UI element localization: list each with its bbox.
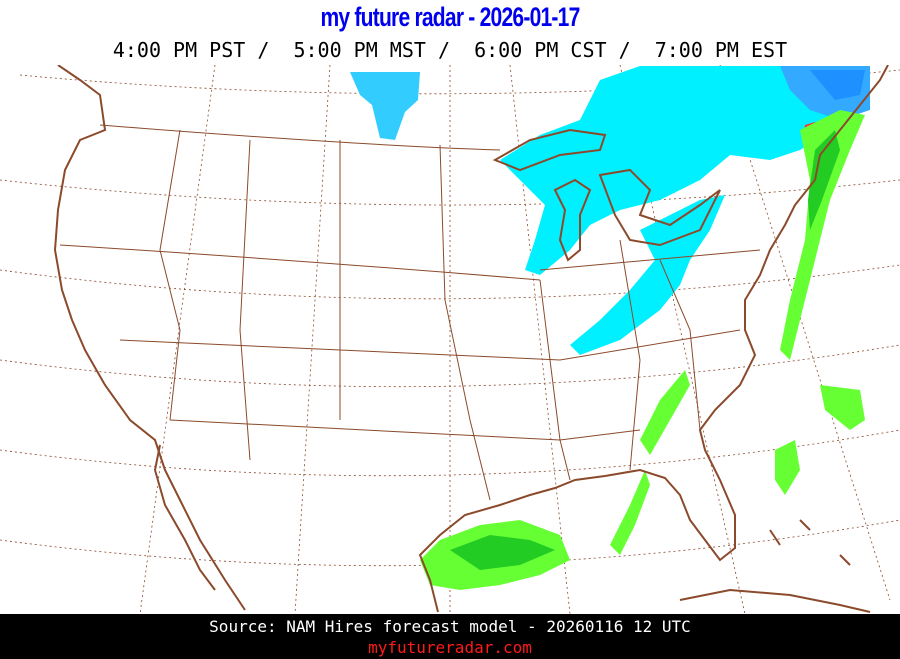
source-text: Source: NAM Hires forecast model - 20260… bbox=[209, 617, 691, 636]
baja-california bbox=[153, 444, 216, 591]
snow-area-north-dakota bbox=[350, 72, 420, 140]
site-link[interactable]: myfutureradar.com bbox=[368, 638, 532, 657]
cuba bbox=[679, 588, 871, 613]
rain-offshore-bahamas bbox=[775, 440, 800, 495]
rain-gulf-core bbox=[450, 535, 555, 570]
page-title: my future radar - 2026-01-17 bbox=[320, 2, 580, 32]
precipitation bbox=[350, 66, 870, 590]
radar-map bbox=[0, 65, 900, 615]
rain-georgia bbox=[640, 370, 690, 455]
rain-band-atlantic-core bbox=[808, 130, 840, 230]
footer: Source: NAM Hires forecast model - 20260… bbox=[0, 614, 900, 659]
snow-area-northeast bbox=[500, 66, 850, 275]
west-coast bbox=[53, 65, 246, 611]
lake-michigan bbox=[553, 178, 592, 262]
snow-heavy-new-england-core bbox=[810, 70, 865, 100]
state-borders bbox=[59, 124, 761, 501]
rain-band-atlantic bbox=[780, 110, 865, 360]
lakes-huron-erie bbox=[598, 168, 721, 247]
rain-florida-offshore bbox=[610, 470, 650, 555]
rain-offshore-east bbox=[820, 385, 865, 430]
lake-superior bbox=[492, 128, 607, 172]
valid-times: 4:00 PM PST / 5:00 PM MST / 6:00 PM CST … bbox=[112, 38, 788, 62]
gulf-and-east-coast bbox=[418, 65, 889, 613]
bahamas bbox=[769, 519, 851, 566]
coastlines-and-borders bbox=[53, 65, 889, 613]
